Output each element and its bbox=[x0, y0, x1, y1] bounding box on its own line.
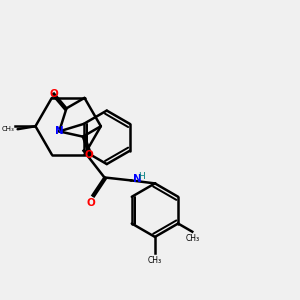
Text: H: H bbox=[138, 172, 144, 182]
Text: O: O bbox=[50, 88, 58, 99]
Text: CH₃: CH₃ bbox=[148, 256, 162, 265]
Text: N: N bbox=[55, 126, 64, 136]
Text: CH₃: CH₃ bbox=[185, 234, 199, 243]
Text: O: O bbox=[87, 198, 95, 208]
Text: CH₃: CH₃ bbox=[2, 126, 15, 132]
Text: O: O bbox=[85, 150, 94, 160]
Text: N: N bbox=[133, 174, 141, 184]
